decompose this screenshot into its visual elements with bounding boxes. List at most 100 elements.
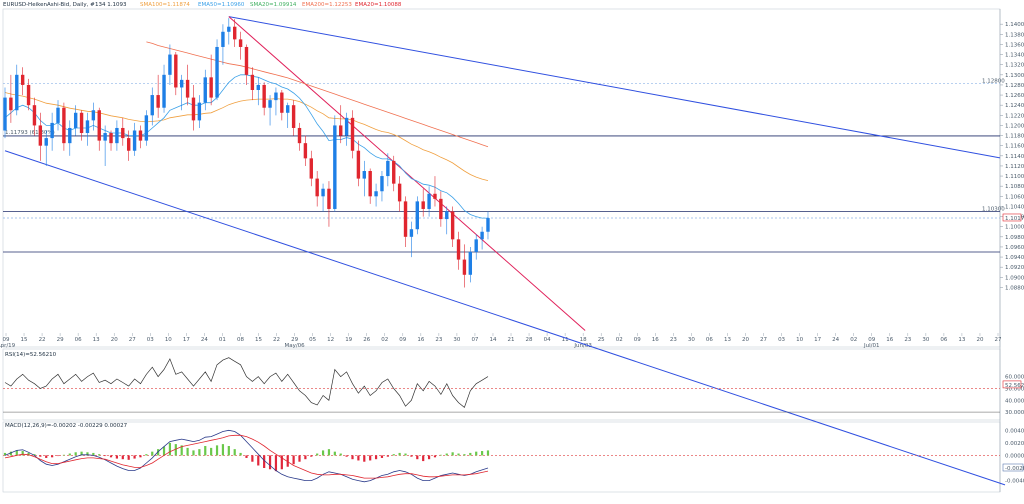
candle — [203, 69, 207, 111]
x-axis-day-label: 16 — [886, 337, 893, 343]
candle-body — [421, 201, 425, 209]
x-axis-month-label: May/06 — [284, 343, 305, 349]
candle-body — [374, 191, 378, 197]
macd-histogram-bar — [56, 455, 60, 457]
x-axis-day-label: 26 — [363, 337, 370, 343]
candle — [197, 95, 202, 128]
candle-body — [356, 150, 361, 179]
x-axis-day-label: 23 — [904, 337, 911, 343]
candle-body — [32, 105, 37, 126]
candle-body — [50, 122, 54, 139]
x-axis-day-label: 30 — [922, 337, 929, 343]
candle — [262, 82, 266, 116]
price-axis-label: 1.11800 — [1005, 134, 1024, 140]
candle — [209, 54, 213, 106]
macd-histogram-bar — [180, 445, 183, 456]
candle-body — [62, 107, 66, 144]
candle — [433, 176, 437, 207]
macd-histogram-bar — [469, 452, 472, 456]
macd-histogram-bar — [480, 451, 484, 456]
candle-body — [73, 112, 78, 128]
macd-histogram-bar — [68, 453, 71, 456]
candle — [421, 188, 425, 217]
macd-label: MACD(12,26,9)=-0.00202 -0.00229 0.00027 — [5, 423, 128, 429]
support-mid-label: 1.10300 — [982, 207, 1005, 213]
x-axis-day-label: 13 — [93, 337, 100, 343]
rsi-axis-label: 50.00000 — [1005, 386, 1024, 392]
candle-body — [174, 54, 178, 88]
macd-histogram-bar — [357, 455, 360, 461]
candle — [144, 110, 149, 146]
candle-body — [168, 54, 172, 75]
candle-body — [344, 117, 349, 136]
price-axis-label: 1.11000 — [1005, 174, 1024, 180]
macd-histogram-bar — [274, 455, 278, 472]
x-axis-day-label: 27 — [760, 337, 767, 343]
price-axis-label: 1.09400 — [1005, 255, 1024, 261]
candle-body — [238, 39, 243, 47]
candle — [126, 130, 131, 161]
channel-upper-line — [228, 16, 1001, 159]
rsi-current-box — [1002, 380, 1022, 389]
macd-histogram-bar — [168, 442, 172, 456]
price-axis-label: 1.12200 — [1005, 113, 1024, 119]
macd-histogram-bar — [310, 455, 313, 457]
macd-axis-label: 0.00000 — [1005, 453, 1024, 459]
candle — [68, 120, 72, 156]
price-axis-label: 1.12400 — [1005, 103, 1024, 109]
candle — [445, 206, 449, 235]
candle — [121, 117, 125, 146]
x-axis-day-label: 23 — [670, 337, 677, 343]
macd-histogram-bar — [204, 446, 207, 456]
candle-body — [303, 143, 308, 159]
x-axis-day-label: 07 — [471, 337, 478, 343]
macd-histogram-bar — [327, 449, 331, 456]
x-axis-day-label: 27 — [995, 337, 1002, 343]
macd-histogram-bar — [333, 451, 336, 456]
macd-histogram-bar — [321, 450, 325, 456]
candle — [333, 115, 337, 212]
macd-histogram-bar — [251, 455, 254, 462]
price-axis-label: 1.09800 — [1005, 235, 1024, 241]
candle — [380, 171, 384, 202]
x-axis-day-label: 28 — [526, 337, 533, 343]
candle-body — [227, 26, 231, 32]
candle — [150, 87, 154, 126]
macd-histogram-bar — [74, 452, 77, 456]
candle — [486, 211, 490, 240]
candle — [162, 64, 166, 113]
candle — [303, 135, 308, 166]
macd-histogram-bar — [151, 451, 154, 456]
candle-body — [191, 97, 196, 121]
macd-histogram-bar — [80, 451, 83, 456]
macd-histogram-bar — [227, 446, 230, 456]
x-axis-day-label: 02 — [381, 337, 388, 343]
x-axis-day-label: 02 — [616, 337, 623, 343]
candle-body — [415, 201, 419, 230]
macd-histogram-bar — [268, 455, 272, 470]
macd-histogram-bar — [339, 453, 342, 456]
x-axis-day-label: 14 — [489, 337, 496, 343]
candle — [233, 19, 237, 47]
x-axis-day-label: 22 — [273, 337, 280, 343]
macd-histogram-bar — [221, 444, 225, 456]
x-axis-month-label: Jul/01 — [863, 343, 880, 349]
macd-histogram-bar — [374, 455, 378, 460]
candle-body — [333, 125, 337, 209]
candle — [91, 102, 96, 131]
macd-histogram-bar — [174, 444, 177, 456]
candle-body — [180, 79, 184, 88]
current-price-box — [1002, 213, 1022, 222]
macd-histogram-bar — [263, 455, 266, 468]
candle-body — [56, 107, 60, 123]
macd-signal-line — [4, 434, 489, 479]
candle — [356, 140, 361, 187]
sma20-label: SMA20=1.09914 — [250, 2, 297, 8]
candle-body — [3, 97, 7, 131]
macd-histogram-bar — [386, 455, 389, 457]
